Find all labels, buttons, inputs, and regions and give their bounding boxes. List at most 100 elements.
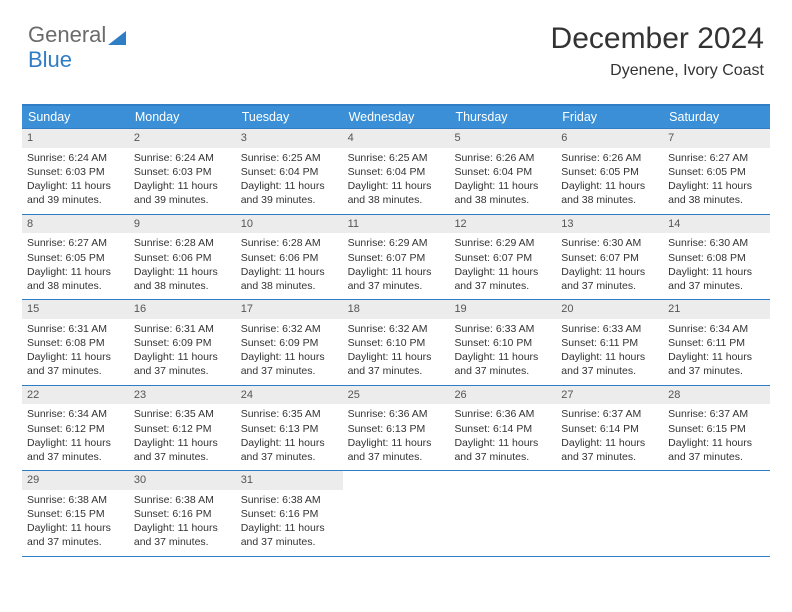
day-number: 29 (22, 471, 129, 490)
day-text-line: Sunrise: 6:28 AM (134, 236, 231, 250)
day-text-line: Daylight: 11 hours (668, 265, 765, 279)
calendar-header-cell: Thursday (449, 106, 556, 128)
day-number: 2 (129, 129, 236, 148)
day-body: Sunrise: 6:35 AMSunset: 6:12 PMDaylight:… (129, 404, 236, 470)
calendar-day-cell: 5Sunrise: 6:26 AMSunset: 6:04 PMDaylight… (449, 129, 556, 214)
day-text-line: Sunrise: 6:33 AM (561, 322, 658, 336)
day-text-line: Sunrise: 6:36 AM (454, 407, 551, 421)
calendar-day-cell: 18Sunrise: 6:32 AMSunset: 6:10 PMDayligh… (343, 300, 450, 385)
day-text-line: and 38 minutes. (668, 193, 765, 207)
day-text-line: Daylight: 11 hours (134, 350, 231, 364)
day-text-line: and 37 minutes. (454, 364, 551, 378)
day-body: Sunrise: 6:34 AMSunset: 6:12 PMDaylight:… (22, 404, 129, 470)
day-body: Sunrise: 6:26 AMSunset: 6:05 PMDaylight:… (556, 148, 663, 214)
day-text-line: Sunrise: 6:34 AM (668, 322, 765, 336)
day-text-line: Sunset: 6:10 PM (348, 336, 445, 350)
day-number: 18 (343, 300, 450, 319)
day-text-line: Sunset: 6:07 PM (561, 251, 658, 265)
day-text-line: Sunset: 6:03 PM (27, 165, 124, 179)
calendar-day-cell: 26Sunrise: 6:36 AMSunset: 6:14 PMDayligh… (449, 386, 556, 471)
day-body: Sunrise: 6:26 AMSunset: 6:04 PMDaylight:… (449, 148, 556, 214)
day-text-line: Sunset: 6:03 PM (134, 165, 231, 179)
calendar-header-row: SundayMondayTuesdayWednesdayThursdayFrid… (22, 104, 770, 128)
day-text-line: and 37 minutes. (561, 364, 658, 378)
day-body: Sunrise: 6:28 AMSunset: 6:06 PMDaylight:… (236, 233, 343, 299)
calendar-day-cell: 6Sunrise: 6:26 AMSunset: 6:05 PMDaylight… (556, 129, 663, 214)
day-text-line: Daylight: 11 hours (561, 265, 658, 279)
day-text-line: and 38 minutes. (241, 279, 338, 293)
day-number: 22 (22, 386, 129, 405)
day-text-line: Daylight: 11 hours (134, 265, 231, 279)
day-text-line: and 37 minutes. (27, 535, 124, 549)
day-text-line: Sunrise: 6:31 AM (134, 322, 231, 336)
day-text-line: Sunrise: 6:31 AM (27, 322, 124, 336)
day-number: 19 (449, 300, 556, 319)
day-text-line: Daylight: 11 hours (27, 436, 124, 450)
day-text-line: and 37 minutes. (561, 279, 658, 293)
day-text-line: Daylight: 11 hours (134, 436, 231, 450)
day-text-line: Sunset: 6:11 PM (668, 336, 765, 350)
day-body: Sunrise: 6:30 AMSunset: 6:08 PMDaylight:… (663, 233, 770, 299)
day-text-line: Daylight: 11 hours (134, 179, 231, 193)
day-number: 31 (236, 471, 343, 490)
day-body: Sunrise: 6:37 AMSunset: 6:15 PMDaylight:… (663, 404, 770, 470)
day-text-line: and 39 minutes. (27, 193, 124, 207)
day-text-line: Sunrise: 6:29 AM (454, 236, 551, 250)
day-text-line: Sunset: 6:05 PM (668, 165, 765, 179)
day-text-line: Sunrise: 6:37 AM (668, 407, 765, 421)
day-text-line: and 38 minutes. (561, 193, 658, 207)
day-body: Sunrise: 6:34 AMSunset: 6:11 PMDaylight:… (663, 319, 770, 385)
day-text-line: Daylight: 11 hours (561, 436, 658, 450)
day-text-line: Sunset: 6:14 PM (561, 422, 658, 436)
day-text-line: Sunrise: 6:38 AM (27, 493, 124, 507)
calendar-day-cell: 16Sunrise: 6:31 AMSunset: 6:09 PMDayligh… (129, 300, 236, 385)
calendar-day-cell: 17Sunrise: 6:32 AMSunset: 6:09 PMDayligh… (236, 300, 343, 385)
day-number: 27 (556, 386, 663, 405)
day-number: 25 (343, 386, 450, 405)
day-body: Sunrise: 6:27 AMSunset: 6:05 PMDaylight:… (22, 233, 129, 299)
calendar-header-cell: Friday (556, 106, 663, 128)
calendar-day-cell: 19Sunrise: 6:33 AMSunset: 6:10 PMDayligh… (449, 300, 556, 385)
day-text-line: Daylight: 11 hours (27, 521, 124, 535)
calendar-day-cell: 28Sunrise: 6:37 AMSunset: 6:15 PMDayligh… (663, 386, 770, 471)
day-number: 9 (129, 215, 236, 234)
day-text-line: Sunrise: 6:26 AM (561, 151, 658, 165)
day-body: Sunrise: 6:30 AMSunset: 6:07 PMDaylight:… (556, 233, 663, 299)
day-text-line: Daylight: 11 hours (348, 436, 445, 450)
day-text-line: Daylight: 11 hours (561, 179, 658, 193)
day-number: 13 (556, 215, 663, 234)
day-body: Sunrise: 6:24 AMSunset: 6:03 PMDaylight:… (22, 148, 129, 214)
day-text-line: Sunset: 6:07 PM (348, 251, 445, 265)
day-body: Sunrise: 6:32 AMSunset: 6:09 PMDaylight:… (236, 319, 343, 385)
day-text-line: Sunrise: 6:34 AM (27, 407, 124, 421)
calendar-day-cell: 25Sunrise: 6:36 AMSunset: 6:13 PMDayligh… (343, 386, 450, 471)
calendar-day-cell (343, 471, 450, 556)
day-text-line: Sunset: 6:15 PM (668, 422, 765, 436)
day-text-line: Sunrise: 6:27 AM (27, 236, 124, 250)
day-number: 5 (449, 129, 556, 148)
day-text-line: Sunrise: 6:27 AM (668, 151, 765, 165)
day-text-line: and 37 minutes. (348, 279, 445, 293)
day-text-line: Sunset: 6:04 PM (241, 165, 338, 179)
day-text-line: and 38 minutes. (348, 193, 445, 207)
day-text-line: Daylight: 11 hours (241, 521, 338, 535)
day-text-line: Daylight: 11 hours (27, 350, 124, 364)
logo-text-gray: General (28, 22, 106, 47)
day-text-line: Daylight: 11 hours (134, 521, 231, 535)
day-number: 20 (556, 300, 663, 319)
day-text-line: and 37 minutes. (348, 450, 445, 464)
calendar-header-cell: Wednesday (343, 106, 450, 128)
day-text-line: Daylight: 11 hours (241, 265, 338, 279)
day-text-line: Sunrise: 6:32 AM (241, 322, 338, 336)
calendar-day-cell: 12Sunrise: 6:29 AMSunset: 6:07 PMDayligh… (449, 215, 556, 300)
month-title: December 2024 (551, 22, 764, 56)
day-text-line: and 37 minutes. (27, 450, 124, 464)
calendar-day-cell: 13Sunrise: 6:30 AMSunset: 6:07 PMDayligh… (556, 215, 663, 300)
calendar-day-cell: 24Sunrise: 6:35 AMSunset: 6:13 PMDayligh… (236, 386, 343, 471)
day-body: Sunrise: 6:37 AMSunset: 6:14 PMDaylight:… (556, 404, 663, 470)
day-text-line: Sunrise: 6:29 AM (348, 236, 445, 250)
day-text-line: Sunrise: 6:24 AM (134, 151, 231, 165)
calendar-day-cell: 22Sunrise: 6:34 AMSunset: 6:12 PMDayligh… (22, 386, 129, 471)
day-text-line: and 39 minutes. (241, 193, 338, 207)
calendar-day-cell: 3Sunrise: 6:25 AMSunset: 6:04 PMDaylight… (236, 129, 343, 214)
